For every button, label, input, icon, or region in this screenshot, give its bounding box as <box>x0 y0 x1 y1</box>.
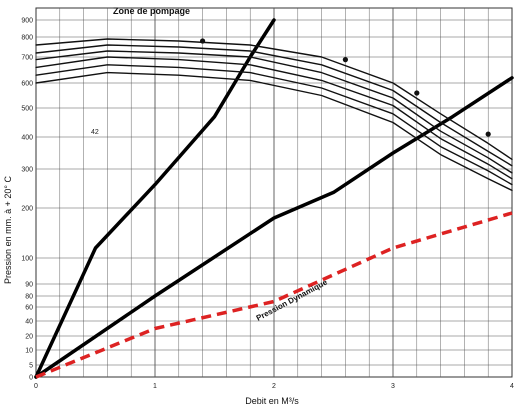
marker-layer <box>200 38 491 137</box>
y-tick-label: 80 <box>25 294 33 301</box>
y-tick-label: 600 <box>21 81 33 88</box>
curve-marker <box>485 131 491 137</box>
stray-mark-label: 42 <box>91 129 99 136</box>
x-tick-label: 2 <box>272 383 276 390</box>
y-axis-label: Pression en mm. à + 20° C <box>3 176 13 284</box>
y-tick-label: 900 <box>21 18 33 25</box>
y-tick-label: 90 <box>25 282 33 289</box>
pressure-curve-series <box>35 56 513 180</box>
y-tick-label: 60 <box>25 305 33 312</box>
curve-marker <box>342 57 348 63</box>
solid-line-series <box>34 76 514 379</box>
solid-line-series <box>34 18 276 379</box>
pressure-curve-series <box>35 71 513 192</box>
tick-layer: 0510204060809010020030040050060070080090… <box>21 18 514 391</box>
y-tick-label: 40 <box>25 319 33 326</box>
y-tick-label: 20 <box>25 334 33 341</box>
zone-pompage-label: Zone de pompage <box>113 6 190 16</box>
y-tick-label: 100 <box>21 256 33 263</box>
y-tick-label: 300 <box>21 167 33 174</box>
x-tick-label: 3 <box>391 383 395 390</box>
dynamic-pressure-series <box>35 211 513 379</box>
pressure-curve-series <box>35 44 513 167</box>
y-tick-label: 800 <box>21 35 33 42</box>
pressure-curve-series <box>35 50 513 174</box>
y-tick-label: 700 <box>21 55 33 62</box>
pressure-curve-series <box>35 38 513 161</box>
y-tick-label: 10 <box>25 348 33 355</box>
y-tick-label: 5 <box>29 363 33 370</box>
grid-layer <box>35 7 513 378</box>
x-axis-label: Debit en M³/s <box>245 396 299 406</box>
y-tick-label: 0 <box>29 375 33 382</box>
x-tick-label: 4 <box>510 383 514 390</box>
curve-marker <box>200 38 206 44</box>
pressure-curve-series <box>35 64 513 186</box>
y-tick-label: 500 <box>21 106 33 113</box>
series-layer <box>34 18 514 379</box>
x-tick-label: 1 <box>153 383 157 390</box>
x-tick-label: 0 <box>34 383 38 390</box>
y-tick-label: 200 <box>21 206 33 213</box>
y-tick-label: 400 <box>21 135 33 142</box>
curve-marker <box>414 90 420 96</box>
